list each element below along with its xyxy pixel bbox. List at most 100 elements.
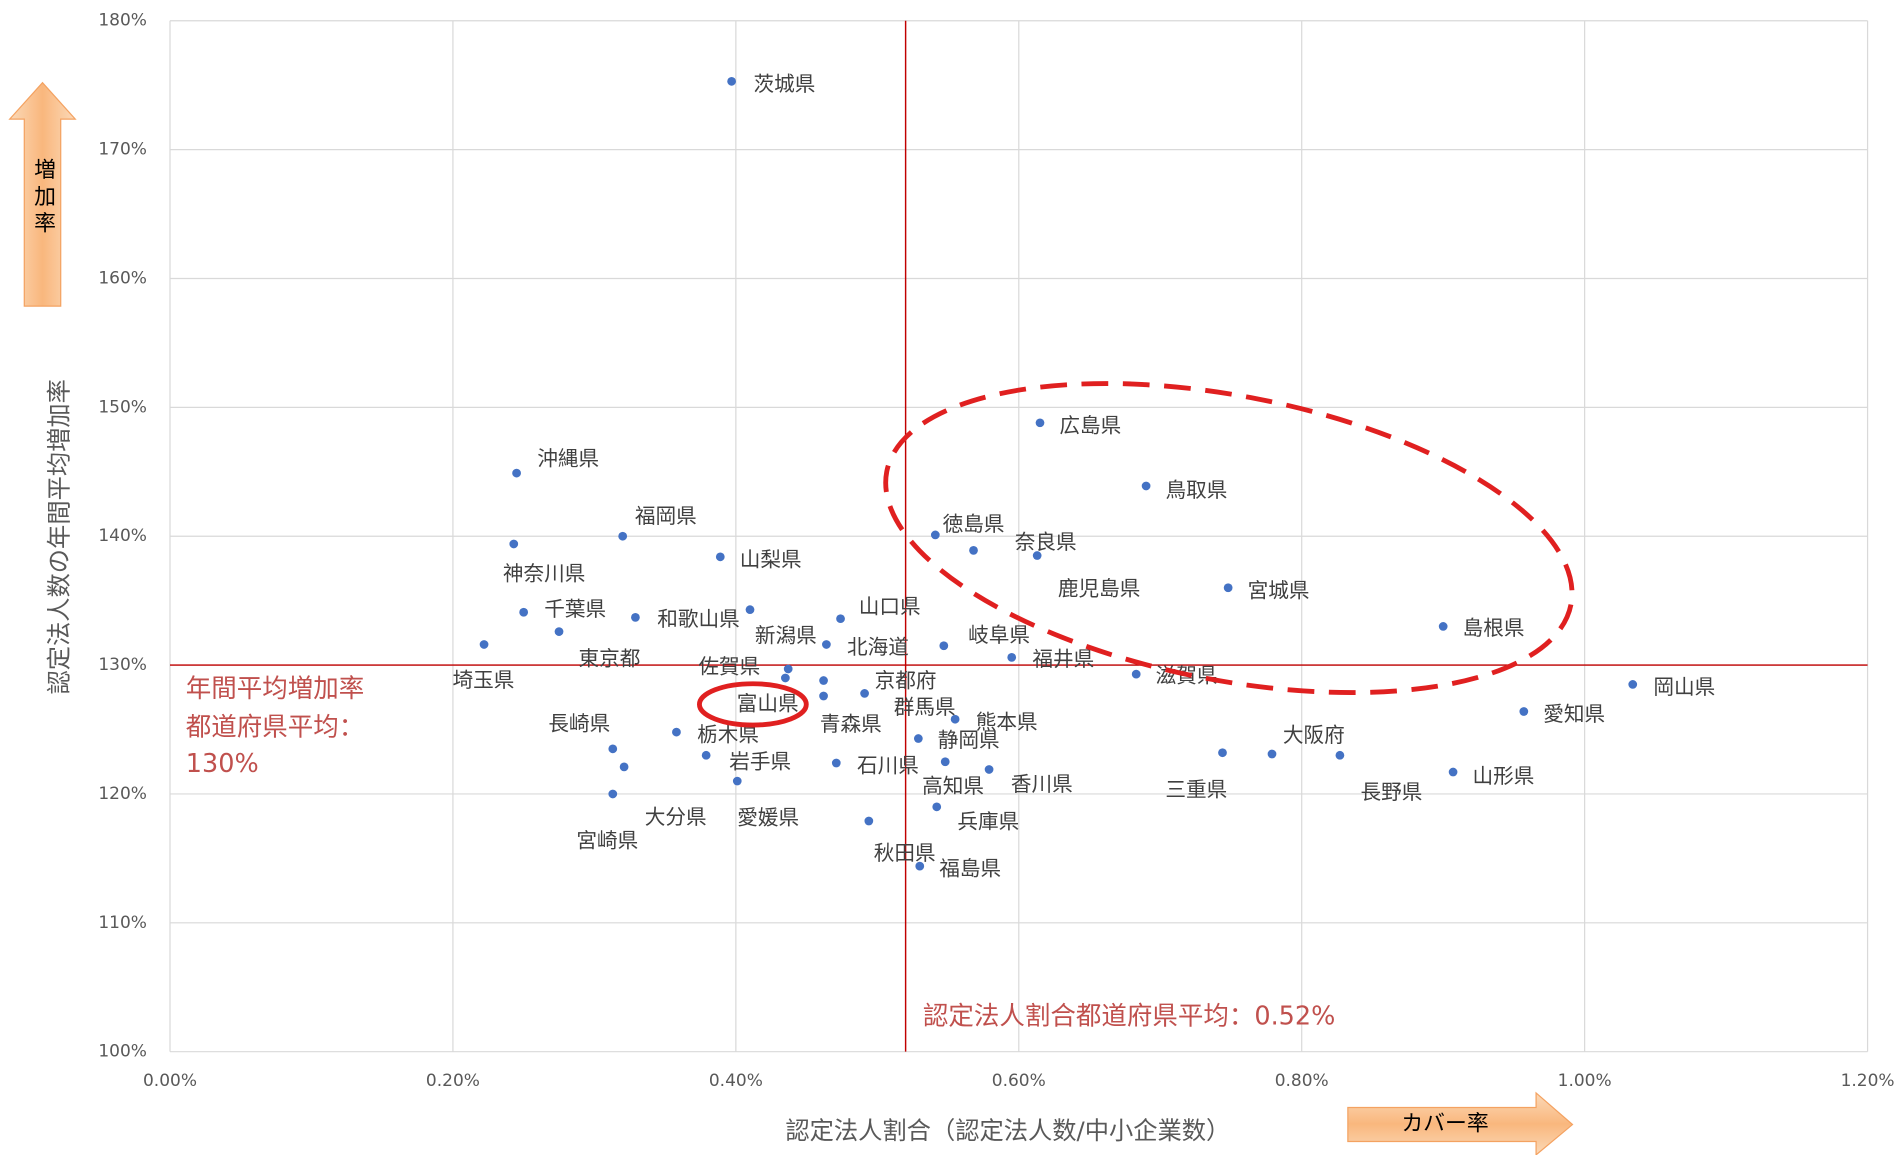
point — [819, 691, 828, 701]
point — [1223, 583, 1233, 593]
point-label: 青森県 — [820, 712, 882, 736]
arrow-label: カバー率 — [1401, 1112, 1488, 1137]
point-label: 愛媛県 — [737, 806, 799, 830]
point — [1131, 669, 1141, 679]
point-label: 香川県 — [1011, 772, 1073, 796]
point — [940, 757, 950, 767]
point — [519, 607, 529, 617]
point-label: 北海道 — [847, 635, 909, 659]
right-arrow — [1347, 1091, 1574, 1157]
point — [1007, 652, 1017, 662]
point-label: 高知県 — [922, 774, 984, 798]
y-tick-label: 100% — [98, 1042, 147, 1062]
point-label: 福島県 — [939, 857, 1001, 881]
point — [1335, 750, 1345, 760]
point — [732, 776, 742, 786]
up-arrow — [8, 81, 77, 307]
point-label: 鹿児島県 — [1058, 577, 1141, 601]
point-label: 徳島県 — [943, 512, 1005, 536]
x-tick-label: 0.40% — [709, 1071, 763, 1091]
point — [701, 750, 711, 760]
point — [932, 802, 942, 812]
point-label: 大阪府 — [1283, 723, 1345, 747]
point — [479, 640, 489, 649]
point-label: 鳥取県 — [1166, 478, 1228, 502]
y-tick-label: 110% — [98, 913, 147, 933]
point-label: 宮崎県 — [576, 828, 638, 852]
point — [836, 614, 845, 624]
point — [1267, 749, 1277, 759]
annotation: 130% — [186, 749, 259, 779]
x-tick-label: 0.60% — [992, 1071, 1046, 1091]
x-tick-label: 0.20% — [426, 1071, 480, 1091]
point-label: 千葉県 — [544, 597, 606, 621]
point — [618, 531, 628, 541]
highlight-ellipse — [883, 381, 1575, 695]
point — [512, 468, 521, 478]
point-label: 山口県 — [859, 595, 921, 619]
point-label: 茨城県 — [753, 72, 815, 96]
point — [822, 640, 831, 649]
reference-lines — [170, 20, 1868, 1052]
annotation: 年間平均増加率 — [186, 674, 365, 704]
point — [1035, 418, 1045, 428]
x-axis-title: 認定法人割合（認定法人数/中小企業数） — [785, 1116, 1230, 1145]
y-tick-label: 140% — [98, 526, 147, 546]
point — [831, 758, 841, 768]
point — [783, 664, 793, 674]
point-label: 群馬県 — [894, 695, 956, 719]
point-label: 岩手県 — [729, 750, 791, 774]
point — [1519, 707, 1529, 716]
x-tick-label: 0.80% — [1275, 1071, 1329, 1091]
point — [554, 627, 564, 636]
point — [939, 641, 949, 651]
point-label: 山形県 — [1473, 764, 1535, 788]
point-label: 和歌山県 — [657, 607, 740, 631]
point — [984, 765, 994, 774]
point — [1628, 680, 1638, 689]
point — [860, 689, 869, 698]
point — [1141, 481, 1151, 491]
point — [780, 673, 790, 683]
y-tick-label: 130% — [98, 655, 147, 675]
point-label: 静岡県 — [938, 728, 1000, 752]
point-label: 山梨県 — [740, 547, 802, 571]
point-label: 石川県 — [857, 754, 919, 778]
y-tick-label: 150% — [98, 397, 147, 417]
point — [672, 727, 681, 737]
point-label: 三重県 — [1165, 777, 1227, 801]
point — [1448, 767, 1458, 777]
point — [608, 789, 618, 799]
point — [1032, 551, 1042, 560]
point — [509, 539, 519, 549]
point — [727, 76, 736, 86]
y-tick-label: 120% — [98, 784, 147, 804]
point-label: 大分県 — [645, 805, 707, 829]
point-label: 秋田県 — [874, 841, 936, 865]
point — [819, 676, 828, 685]
point-label: 島根県 — [1463, 616, 1525, 640]
point — [715, 552, 725, 562]
point — [915, 861, 925, 871]
point — [608, 744, 618, 754]
point — [864, 816, 874, 826]
point-label: 福井県 — [1032, 647, 1094, 671]
point — [950, 714, 960, 724]
arrow-label: 増加率 — [31, 158, 56, 238]
point-label: 福岡県 — [635, 504, 697, 528]
point — [1218, 748, 1227, 758]
annotation: 認定法人割合都道府県平均：0.52% — [923, 1002, 1336, 1032]
point-label: 神奈川県 — [503, 561, 586, 585]
point-label: 愛知県 — [1543, 702, 1605, 726]
point-label: 埼玉県 — [452, 668, 514, 692]
point-label: 佐賀県 — [698, 655, 760, 679]
highlight-ellipse — [696, 681, 809, 728]
point — [913, 734, 923, 743]
y-tick-label: 160% — [98, 268, 147, 288]
ticks: 0.00% 0.20% 0.40% 0.60% 0.80% 1.00% 1.20% 100% 1… — [98, 11, 1894, 1091]
x-tick-label: 1.00% — [1558, 1071, 1612, 1091]
point — [631, 613, 640, 622]
point-label: 新潟県 — [755, 623, 817, 647]
point-label: 奈良県 — [1015, 530, 1077, 554]
